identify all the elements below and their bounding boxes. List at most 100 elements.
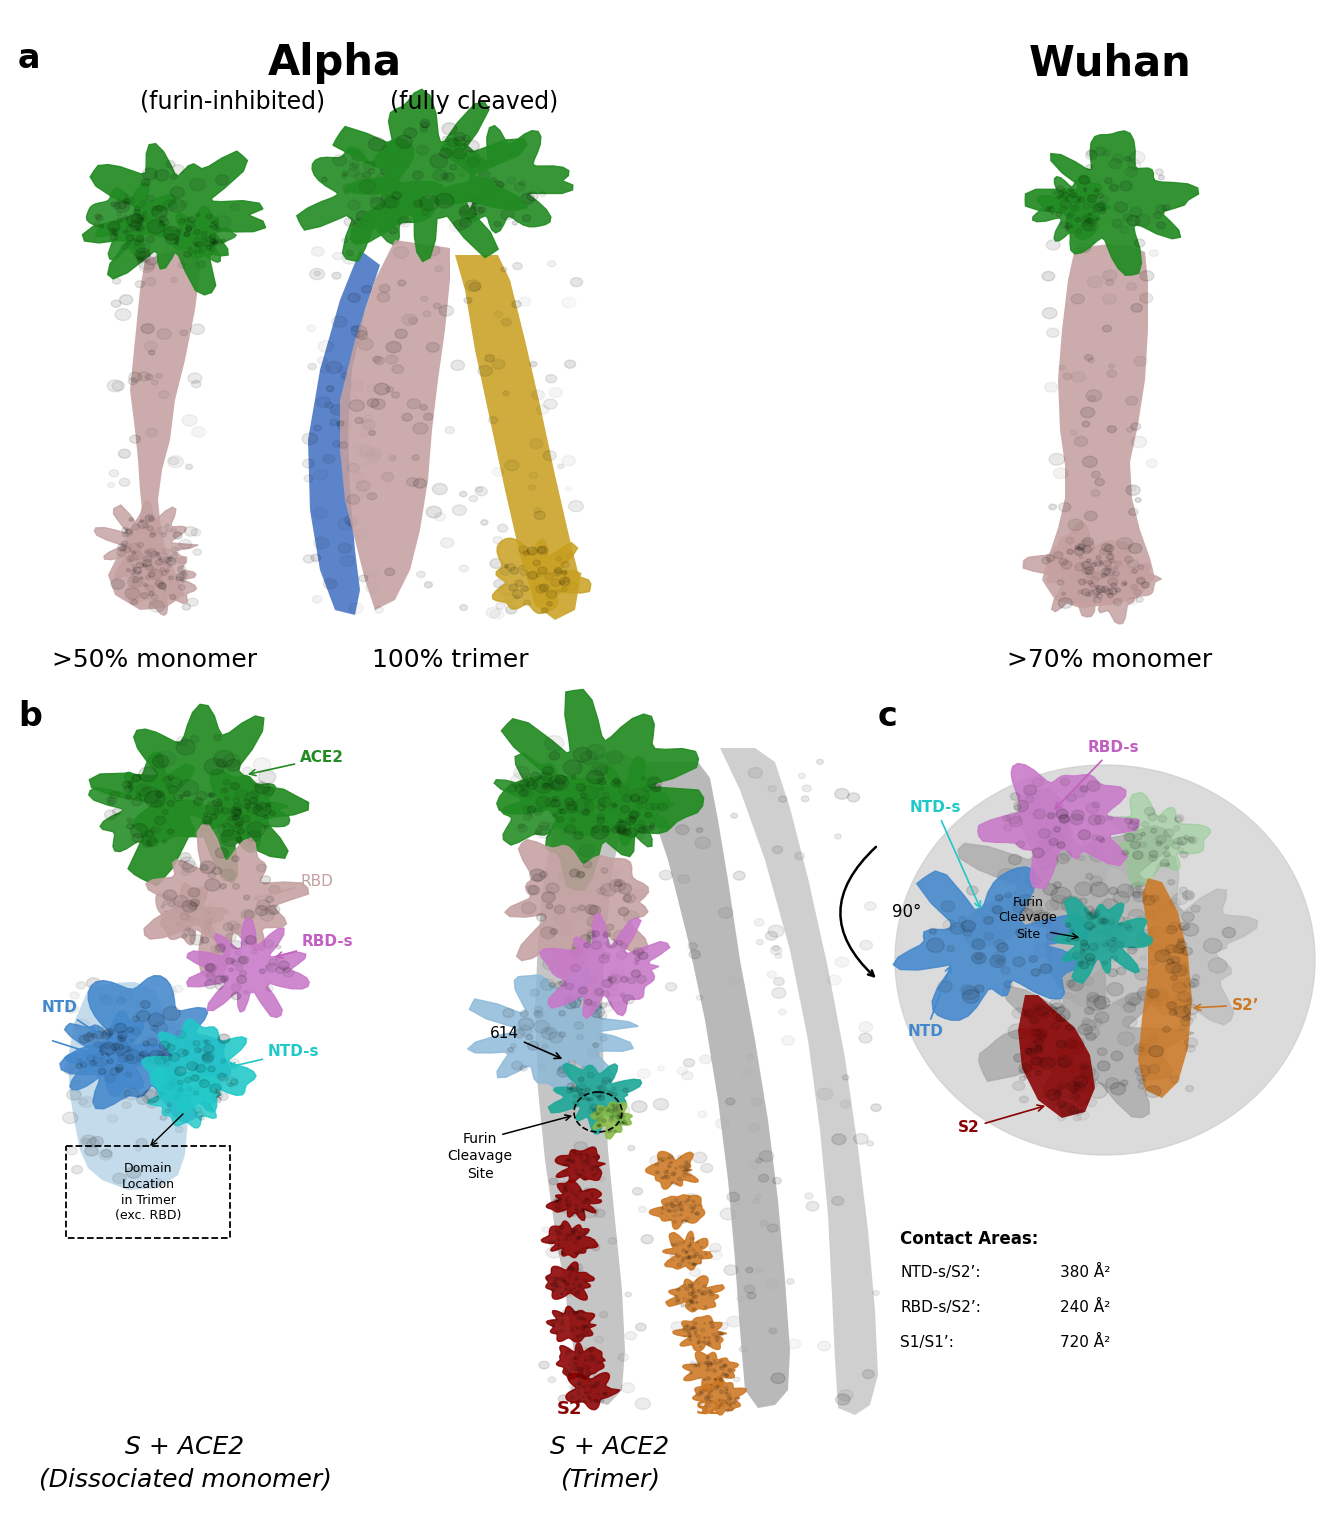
- Ellipse shape: [1045, 899, 1060, 910]
- Polygon shape: [142, 1019, 256, 1113]
- Ellipse shape: [404, 128, 416, 137]
- Ellipse shape: [677, 1298, 680, 1301]
- Ellipse shape: [594, 1400, 598, 1403]
- Ellipse shape: [448, 139, 458, 147]
- Ellipse shape: [363, 171, 371, 179]
- Ellipse shape: [578, 872, 585, 876]
- Ellipse shape: [214, 734, 221, 741]
- Ellipse shape: [649, 826, 654, 831]
- Ellipse shape: [1092, 1019, 1103, 1026]
- Ellipse shape: [464, 298, 472, 304]
- Ellipse shape: [689, 1299, 693, 1303]
- Ellipse shape: [1088, 592, 1092, 597]
- Ellipse shape: [1096, 562, 1101, 565]
- Ellipse shape: [706, 1342, 709, 1345]
- Ellipse shape: [219, 1093, 227, 1101]
- Ellipse shape: [680, 1202, 682, 1203]
- Ellipse shape: [142, 168, 158, 180]
- Ellipse shape: [1052, 823, 1069, 837]
- Ellipse shape: [694, 1295, 697, 1296]
- Ellipse shape: [720, 1403, 724, 1406]
- Ellipse shape: [1014, 800, 1029, 812]
- Ellipse shape: [223, 779, 230, 785]
- Ellipse shape: [185, 912, 190, 916]
- Ellipse shape: [446, 426, 455, 434]
- Ellipse shape: [570, 1396, 574, 1399]
- Ellipse shape: [569, 1267, 573, 1270]
- Ellipse shape: [1085, 1032, 1096, 1040]
- Ellipse shape: [135, 223, 143, 231]
- Ellipse shape: [284, 967, 290, 973]
- Ellipse shape: [587, 1370, 590, 1373]
- Ellipse shape: [1191, 906, 1200, 912]
- Ellipse shape: [710, 1321, 714, 1324]
- Ellipse shape: [425, 507, 442, 518]
- Ellipse shape: [859, 1034, 872, 1043]
- Ellipse shape: [499, 585, 514, 596]
- Ellipse shape: [1060, 814, 1069, 823]
- Ellipse shape: [211, 221, 214, 224]
- Ellipse shape: [102, 1052, 110, 1058]
- Ellipse shape: [735, 1397, 739, 1400]
- Ellipse shape: [206, 918, 213, 922]
- Ellipse shape: [178, 218, 185, 224]
- Ellipse shape: [1049, 454, 1065, 466]
- Ellipse shape: [151, 826, 161, 834]
- Ellipse shape: [177, 574, 185, 580]
- Ellipse shape: [598, 1124, 601, 1127]
- Ellipse shape: [206, 214, 213, 218]
- Ellipse shape: [191, 528, 201, 536]
- Ellipse shape: [1107, 370, 1116, 377]
- Ellipse shape: [1081, 951, 1086, 956]
- Ellipse shape: [727, 1390, 728, 1391]
- Ellipse shape: [549, 1179, 558, 1185]
- Ellipse shape: [1073, 1083, 1085, 1092]
- Ellipse shape: [195, 214, 199, 217]
- Ellipse shape: [617, 1122, 621, 1125]
- Ellipse shape: [1090, 589, 1093, 592]
- Ellipse shape: [368, 168, 375, 174]
- Ellipse shape: [534, 1020, 549, 1032]
- Ellipse shape: [543, 959, 558, 970]
- Ellipse shape: [1066, 538, 1074, 544]
- Ellipse shape: [614, 1002, 621, 1006]
- Ellipse shape: [847, 793, 859, 802]
- Ellipse shape: [567, 805, 577, 812]
- Ellipse shape: [1090, 562, 1096, 567]
- Ellipse shape: [143, 559, 151, 567]
- Ellipse shape: [1173, 838, 1181, 844]
- Ellipse shape: [124, 1089, 139, 1099]
- Ellipse shape: [130, 570, 135, 574]
- Ellipse shape: [688, 1304, 690, 1307]
- Ellipse shape: [514, 1029, 524, 1038]
- Ellipse shape: [195, 1075, 199, 1078]
- Ellipse shape: [535, 585, 546, 592]
- Ellipse shape: [1181, 912, 1193, 922]
- Ellipse shape: [337, 421, 344, 426]
- Ellipse shape: [574, 1022, 583, 1029]
- Ellipse shape: [1184, 1003, 1199, 1015]
- Ellipse shape: [546, 904, 553, 909]
- Ellipse shape: [571, 776, 575, 779]
- Ellipse shape: [558, 1240, 559, 1241]
- Ellipse shape: [195, 241, 202, 247]
- Ellipse shape: [581, 1209, 585, 1212]
- Ellipse shape: [714, 1399, 728, 1408]
- Ellipse shape: [1128, 822, 1139, 829]
- Ellipse shape: [1089, 910, 1097, 918]
- Ellipse shape: [1165, 962, 1181, 974]
- Ellipse shape: [661, 1208, 664, 1209]
- Ellipse shape: [624, 893, 636, 902]
- Ellipse shape: [765, 1280, 779, 1289]
- Ellipse shape: [1135, 968, 1149, 980]
- Ellipse shape: [589, 906, 601, 915]
- Ellipse shape: [215, 1089, 222, 1093]
- Ellipse shape: [357, 450, 365, 457]
- Ellipse shape: [598, 797, 611, 808]
- Ellipse shape: [226, 957, 234, 964]
- Ellipse shape: [367, 385, 376, 392]
- Ellipse shape: [99, 994, 108, 1002]
- Ellipse shape: [1107, 426, 1116, 432]
- Ellipse shape: [100, 1031, 111, 1040]
- Ellipse shape: [674, 1243, 677, 1245]
